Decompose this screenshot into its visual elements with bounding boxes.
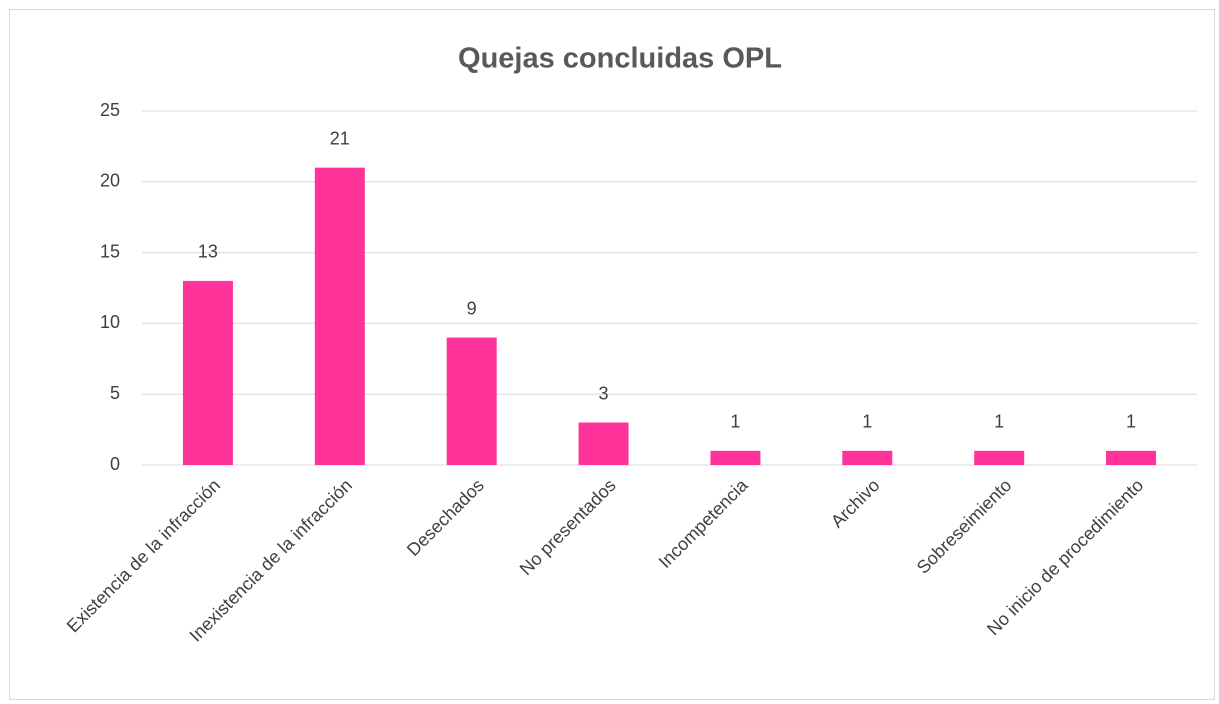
data-label: 9 xyxy=(467,298,477,318)
data-label: 1 xyxy=(862,412,872,432)
bar xyxy=(710,450,761,465)
data-label: 1 xyxy=(730,412,740,432)
y-tick-label: 10 xyxy=(100,312,120,332)
bar xyxy=(842,450,893,465)
y-tick-label: 5 xyxy=(110,383,120,403)
bar xyxy=(182,280,233,465)
bar xyxy=(578,422,629,465)
chart-title: Quejas concluidas OPL xyxy=(458,43,782,75)
data-label: 3 xyxy=(599,383,609,403)
y-tick-label: 15 xyxy=(100,241,120,261)
data-label: 13 xyxy=(198,242,218,262)
bar xyxy=(974,450,1025,465)
y-tick-label: 20 xyxy=(100,171,120,191)
bar xyxy=(314,167,365,465)
y-tick-label: 25 xyxy=(100,100,120,120)
bar xyxy=(446,337,497,465)
data-label: 1 xyxy=(994,412,1004,432)
bar xyxy=(1106,450,1157,465)
data-label: 1 xyxy=(1126,412,1136,432)
y-tick-label: 0 xyxy=(110,454,120,474)
data-label: 21 xyxy=(330,128,350,148)
